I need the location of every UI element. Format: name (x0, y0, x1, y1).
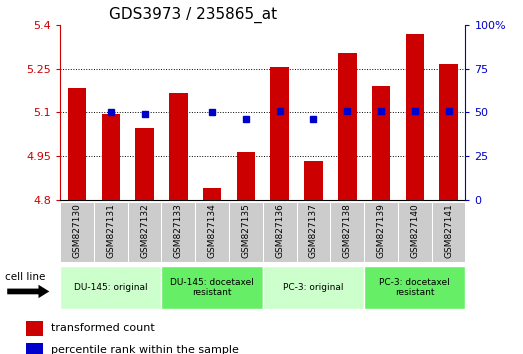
Bar (398, 202, 431, 262)
Bar (162, 202, 195, 262)
Bar (364, 266, 465, 309)
Text: GSM827133: GSM827133 (174, 203, 183, 258)
Text: GSM827141: GSM827141 (444, 203, 453, 258)
Bar (26, 321, 43, 336)
Bar (94, 202, 128, 262)
Text: GSM827130: GSM827130 (73, 203, 82, 258)
Text: cell line: cell line (5, 272, 45, 282)
Text: transformed count: transformed count (51, 324, 154, 333)
Bar (26, 343, 43, 354)
Bar (60, 266, 162, 309)
Bar (331, 202, 364, 262)
Bar (135, 129, 154, 200)
Bar (431, 202, 465, 262)
Text: PC-3: docetaxel
resistant: PC-3: docetaxel resistant (379, 278, 450, 297)
Bar (263, 266, 364, 309)
Text: DU-145: original: DU-145: original (74, 283, 147, 292)
Text: GSM827132: GSM827132 (140, 203, 149, 258)
Bar (364, 202, 398, 262)
Bar (162, 266, 263, 309)
Bar (439, 64, 458, 200)
Bar (297, 202, 331, 262)
Bar (169, 93, 188, 200)
Bar (128, 202, 162, 262)
Bar (263, 202, 297, 262)
Text: GSM827131: GSM827131 (106, 203, 115, 258)
Bar (338, 52, 357, 200)
Text: GSM827134: GSM827134 (208, 203, 217, 258)
Bar (372, 86, 390, 200)
Bar (236, 152, 255, 200)
Bar (270, 67, 289, 200)
Text: GSM827139: GSM827139 (377, 203, 385, 258)
Bar (195, 202, 229, 262)
Text: GDS3973 / 235865_at: GDS3973 / 235865_at (109, 7, 277, 23)
Text: PC-3: original: PC-3: original (283, 283, 344, 292)
Bar (304, 161, 323, 200)
FancyArrow shape (7, 285, 49, 298)
Bar (405, 34, 424, 200)
Bar (229, 202, 263, 262)
Text: GSM827136: GSM827136 (275, 203, 284, 258)
Text: GSM827137: GSM827137 (309, 203, 318, 258)
Bar (203, 188, 221, 200)
Text: DU-145: docetaxel
resistant: DU-145: docetaxel resistant (170, 278, 254, 297)
Bar (60, 202, 94, 262)
Text: GSM827135: GSM827135 (242, 203, 251, 258)
Bar (101, 114, 120, 200)
Text: GSM827140: GSM827140 (411, 203, 419, 258)
Text: percentile rank within the sample: percentile rank within the sample (51, 345, 238, 354)
Bar (68, 87, 86, 200)
Text: GSM827138: GSM827138 (343, 203, 352, 258)
